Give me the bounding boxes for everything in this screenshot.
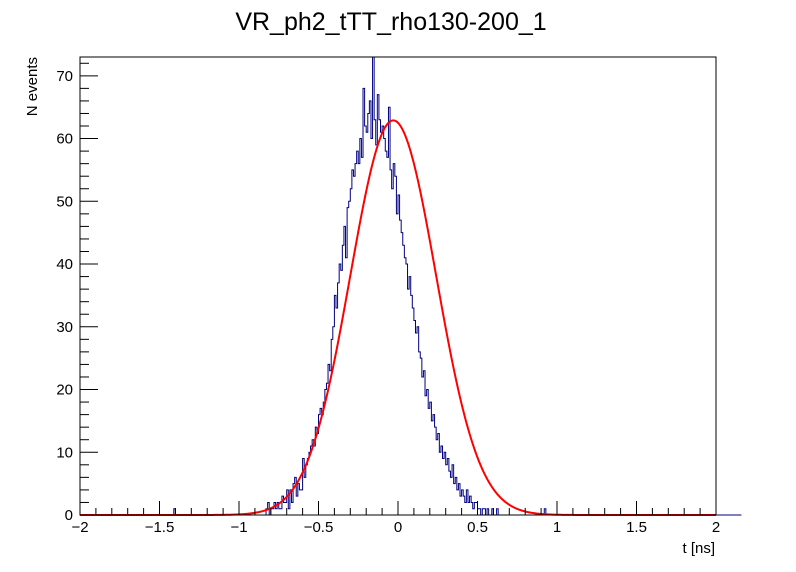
x-tick-label: 0.5 [467, 519, 488, 536]
x-tick-label: −1 [230, 519, 247, 536]
y-tick-label: 10 [56, 444, 73, 461]
y-tick-label: 30 [56, 319, 73, 336]
y-tick-label: 0 [65, 507, 73, 524]
x-tick-label: 2 [712, 519, 720, 536]
x-tick-label: 1.5 [626, 519, 647, 536]
y-axis-title: N events [24, 57, 41, 116]
x-tick-label: −2 [71, 519, 88, 536]
y-tick-label: 20 [56, 382, 73, 399]
chart-title: VR_ph2_tTT_rho130-200_1 [235, 8, 546, 36]
x-tick-label: 0 [394, 519, 402, 536]
plot-frame [79, 56, 717, 516]
y-tick-label: 50 [56, 193, 73, 210]
x-axis-title: t [ns] [682, 540, 715, 557]
y-tick-label: 40 [56, 256, 73, 273]
x-tick-label: 1 [553, 519, 561, 536]
y-tick-label: 60 [56, 131, 73, 148]
x-tick-label: −1.5 [145, 519, 175, 536]
x-tick-label: −0.5 [304, 519, 334, 536]
y-tick-label: 70 [56, 68, 73, 85]
